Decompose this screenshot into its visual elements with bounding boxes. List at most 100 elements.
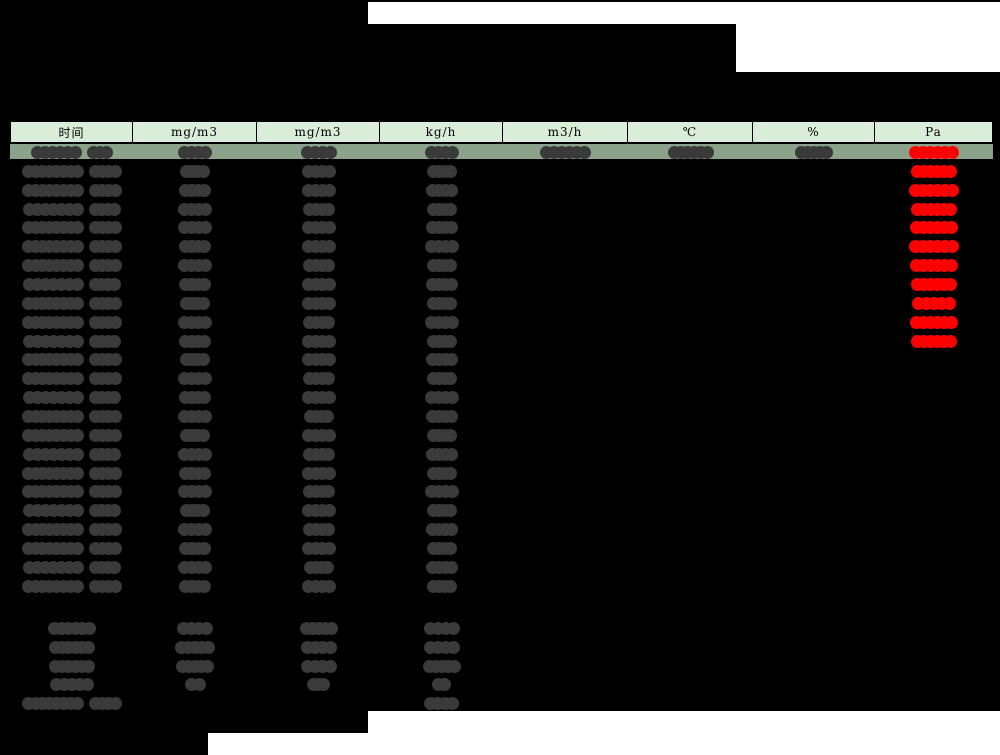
paper-bottom-middle-step xyxy=(208,733,368,755)
redacted-value xyxy=(21,183,35,197)
redacted-value xyxy=(48,640,62,654)
redacted-value xyxy=(88,466,102,480)
paper-top-strip xyxy=(368,2,1000,24)
redacted-alert-value xyxy=(911,278,924,291)
redacted-value xyxy=(30,146,44,159)
redacted-alert-value xyxy=(909,146,922,159)
redacted-value xyxy=(301,183,315,197)
redacted-alert-value xyxy=(911,334,924,348)
redacted-value xyxy=(300,146,314,159)
redacted-value xyxy=(301,240,315,254)
redacted-value xyxy=(179,183,192,197)
redacted-value xyxy=(301,466,315,480)
redacted-value xyxy=(22,278,36,291)
redacted-value xyxy=(426,334,440,348)
redacted-value xyxy=(88,697,102,711)
redacted-value xyxy=(426,202,440,216)
redacted-value xyxy=(21,579,35,593)
redacted-value xyxy=(178,523,191,536)
redacted-value xyxy=(180,164,193,178)
col-header-mg-m3-2: mg/m3 xyxy=(257,121,380,143)
col-header-time: 时间 xyxy=(10,121,133,143)
table-header-row: 时间 mg/m3 mg/m3 kg/h m3/h ℃ % Pa xyxy=(10,121,993,143)
redacted-value xyxy=(178,315,191,329)
redacted-value xyxy=(179,278,192,291)
redacted-value xyxy=(301,353,315,367)
redacted-value xyxy=(425,353,439,367)
redacted-value xyxy=(177,621,190,635)
redacted-value xyxy=(424,146,438,159)
redacted-value xyxy=(424,391,438,405)
redacted-value xyxy=(426,579,440,593)
redacted-title-block xyxy=(0,24,736,72)
redacted-alert-value xyxy=(911,164,924,178)
redacted-value xyxy=(21,240,35,254)
paper-bottom-right xyxy=(368,711,1000,755)
redacted-value xyxy=(301,504,315,518)
redacted-value xyxy=(424,697,437,711)
redacted-value xyxy=(178,560,191,574)
redacted-value xyxy=(423,621,437,635)
col-header-kg-h: kg/h xyxy=(380,121,503,143)
redacted-value xyxy=(88,485,102,499)
redacted-value xyxy=(21,485,35,499)
col-header-mg-m3-1: mg/m3 xyxy=(133,121,257,143)
redacted-value xyxy=(88,221,102,235)
redacted-bottom-left-block xyxy=(0,711,208,755)
redacted-value xyxy=(86,146,100,159)
redacted-value xyxy=(21,541,35,555)
redacted-value xyxy=(88,372,102,386)
redacted-value xyxy=(88,202,102,216)
redacted-value xyxy=(88,353,102,367)
redacted-value xyxy=(88,391,102,405)
redacted-value xyxy=(178,221,191,235)
redacted-value xyxy=(88,278,102,291)
redacted-value xyxy=(425,183,439,197)
redacted-value xyxy=(178,447,191,461)
redacted-value xyxy=(425,278,439,291)
redacted-value xyxy=(88,541,102,555)
redacted-value xyxy=(178,259,191,273)
redacted-value xyxy=(21,221,35,235)
redacted-value xyxy=(426,466,440,480)
redacted-value xyxy=(179,466,192,480)
redacted-value xyxy=(21,697,35,711)
first-row-highlight xyxy=(10,144,993,159)
redacted-value xyxy=(425,447,439,461)
redacted-value xyxy=(300,659,314,673)
redacted-value xyxy=(423,640,437,654)
redacted-value xyxy=(425,221,439,235)
redacted-value xyxy=(302,259,316,273)
redacted-value xyxy=(795,146,808,159)
redacted-value xyxy=(426,541,440,555)
redacted-value xyxy=(303,560,317,574)
redacted-value xyxy=(301,164,315,178)
redacted-value xyxy=(88,183,102,197)
redacted-value xyxy=(299,621,313,635)
redacted-value xyxy=(302,372,316,386)
redacted-value xyxy=(88,447,102,461)
col-header-percent: % xyxy=(753,121,875,143)
redacted-value xyxy=(302,315,316,329)
redacted-value xyxy=(301,391,315,405)
redacted-value xyxy=(21,523,35,536)
redacted-value xyxy=(88,296,102,310)
redacted-value xyxy=(88,409,102,423)
redacted-value xyxy=(178,409,191,423)
redacted-value xyxy=(424,485,438,499)
redacted-value xyxy=(49,678,63,692)
redacted-value xyxy=(307,678,320,692)
redacted-value xyxy=(176,659,189,673)
redacted-value xyxy=(425,560,439,574)
col-header-pa: Pa xyxy=(875,121,993,143)
redacted-value xyxy=(21,296,35,310)
redacted-value xyxy=(301,296,315,310)
redacted-value xyxy=(425,409,439,423)
redacted-value xyxy=(180,428,193,442)
redacted-value xyxy=(178,202,191,216)
redacted-value xyxy=(422,659,436,673)
redacted-value xyxy=(178,372,191,386)
redacted-value xyxy=(424,240,438,254)
